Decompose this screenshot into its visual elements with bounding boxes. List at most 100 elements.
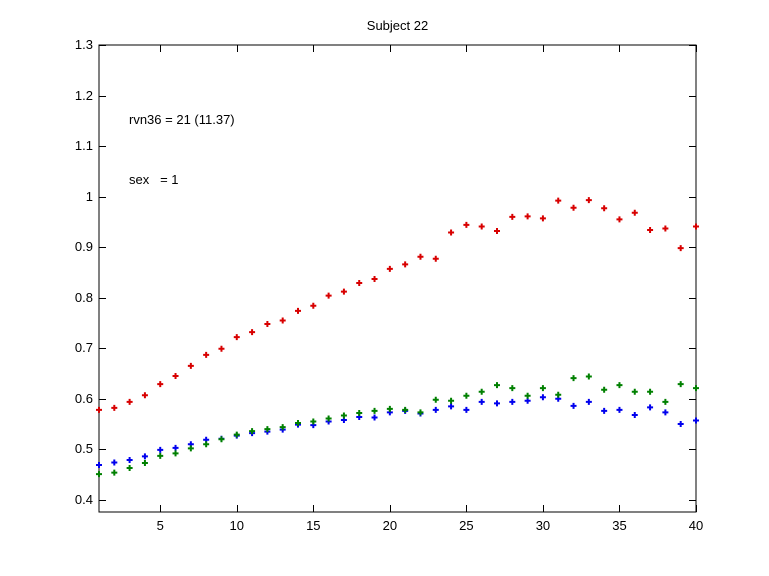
data-point-marker <box>463 221 470 228</box>
data-point-marker <box>310 302 317 309</box>
data-point-marker <box>96 461 102 468</box>
series-red-markers <box>96 197 699 413</box>
data-point-marker <box>310 418 317 425</box>
data-point-marker <box>555 197 562 204</box>
data-point-marker <box>662 398 669 405</box>
data-point-marker <box>386 405 393 412</box>
data-point-marker <box>585 197 592 204</box>
data-point-marker <box>157 446 164 453</box>
data-point-marker <box>141 459 148 466</box>
data-point-marker <box>325 292 332 299</box>
data-point-marker <box>340 288 347 295</box>
data-point-marker <box>126 465 133 472</box>
data-point-marker <box>417 253 424 260</box>
data-point-marker <box>371 414 378 421</box>
data-point-marker <box>279 424 286 431</box>
data-point-marker <box>356 280 363 287</box>
series-green-markers <box>96 373 699 478</box>
data-point-marker <box>524 213 531 220</box>
data-point-marker <box>616 382 623 389</box>
data-point-marker <box>570 375 577 382</box>
data-point-marker <box>601 386 608 393</box>
data-point-marker <box>203 441 210 448</box>
data-point-marker <box>677 245 684 252</box>
data-point-marker <box>647 388 654 395</box>
data-point-marker <box>325 415 332 422</box>
y-tick-label: 0.9 <box>74 239 93 255</box>
axes-box <box>98 44 697 513</box>
data-point-marker <box>111 469 118 476</box>
data-point-marker <box>539 385 546 392</box>
x-tick-label: 35 <box>612 518 627 533</box>
data-point-marker <box>279 317 286 324</box>
data-point-marker <box>187 362 194 369</box>
data-point-marker <box>141 453 148 460</box>
data-point-marker <box>693 417 699 424</box>
data-point-marker <box>478 388 485 395</box>
data-point-marker <box>448 397 455 404</box>
data-point-marker <box>662 225 669 232</box>
data-point-marker <box>631 388 638 395</box>
data-point-marker <box>111 404 118 411</box>
data-point-marker <box>157 381 164 388</box>
data-point-marker <box>126 398 133 405</box>
data-point-marker <box>157 452 164 459</box>
series-blue-markers <box>96 394 699 468</box>
data-point-marker <box>463 406 470 413</box>
y-tick-label: 0.6 <box>74 390 93 406</box>
data-point-marker <box>340 412 347 419</box>
data-point-marker <box>494 400 500 407</box>
data-point-marker <box>631 411 638 418</box>
x-tick-label: 10 <box>229 518 244 533</box>
data-point-marker <box>233 431 240 438</box>
y-tick-label: 1 <box>85 188 93 204</box>
data-point-marker <box>187 445 194 452</box>
data-point-marker <box>249 428 256 435</box>
data-point-marker <box>478 398 485 405</box>
data-point-marker <box>432 406 439 413</box>
data-point-marker <box>509 385 516 392</box>
data-point-marker <box>677 421 684 428</box>
data-point-marker <box>264 426 271 433</box>
chart-title: Subject 22 <box>366 18 429 33</box>
data-point-marker <box>402 261 409 268</box>
annotation-block: rvn36 = 21 (11.37) sex = 1 <box>129 70 235 230</box>
data-point-marker <box>203 351 210 358</box>
data-point-marker <box>432 255 439 262</box>
data-point-marker <box>539 394 546 401</box>
y-tick-label: 0.8 <box>74 289 93 305</box>
data-point-marker <box>295 307 301 314</box>
data-point-marker <box>172 444 179 451</box>
data-point-marker <box>218 345 225 352</box>
data-point-marker <box>126 456 133 463</box>
data-point-marker <box>539 215 546 222</box>
y-tick-label: 0.4 <box>74 491 93 507</box>
y-tick-label: 0.5 <box>74 441 93 457</box>
data-point-marker <box>524 397 531 404</box>
data-point-marker <box>463 392 470 399</box>
data-point-marker <box>677 381 684 388</box>
data-point-marker <box>371 407 378 414</box>
data-point-marker <box>233 334 240 341</box>
data-point-marker <box>295 420 301 427</box>
annotation-line-rvn36: rvn36 = 21 (11.37) <box>129 112 235 127</box>
y-tick-label: 1.1 <box>74 138 93 154</box>
data-point-marker <box>616 216 623 223</box>
data-point-marker <box>402 406 409 413</box>
data-point-marker <box>141 392 148 399</box>
data-point-marker <box>264 320 271 327</box>
data-point-marker <box>494 382 500 389</box>
x-tick-label: 30 <box>535 518 551 533</box>
data-point-marker <box>693 385 699 392</box>
data-point-marker <box>509 213 516 220</box>
data-point-marker <box>249 329 256 336</box>
y-tick-label: 0.7 <box>74 340 93 356</box>
data-point-marker <box>616 406 623 413</box>
data-point-marker <box>601 407 608 414</box>
x-tick-label: 5 <box>156 518 164 533</box>
data-point-marker <box>111 459 118 466</box>
data-point-marker <box>432 396 439 403</box>
x-tick-label: 25 <box>459 518 474 533</box>
data-point-marker <box>585 398 592 405</box>
data-point-marker <box>631 209 638 216</box>
